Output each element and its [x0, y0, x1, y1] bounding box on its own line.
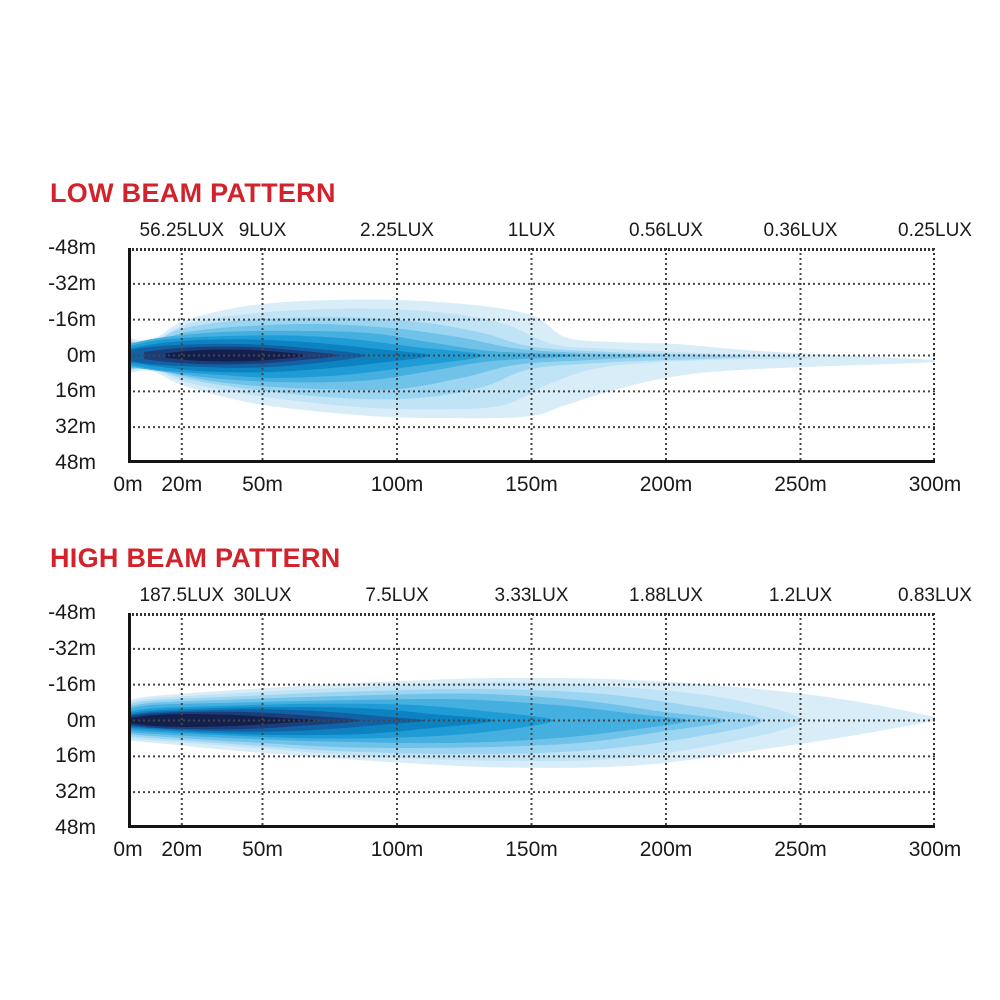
lux-label: 0.83LUX	[898, 585, 972, 606]
x-tick-label: 100m	[370, 838, 424, 861]
x-tick-label: 300m	[908, 473, 962, 496]
high-beam-section: HIGH BEAM PATTERN 187.5LUX 30LUX 7.5LUX 3.3…	[0, 365, 1000, 885]
lux-label: 56.25LUX	[139, 220, 225, 241]
lux-label: 7.5LUX	[365, 585, 429, 606]
y-tick-label: 32m	[55, 415, 96, 439]
x-tick-label: 50m	[242, 473, 283, 496]
lux-label: 2.25LUX	[360, 220, 434, 241]
lux-label: 1.2LUX	[768, 585, 833, 606]
x-tick-label: 250m	[774, 838, 827, 861]
lux-label: 187.5LUX	[139, 585, 225, 606]
x-tick-label: 0m	[113, 838, 143, 861]
x-tick-label: 0m	[113, 473, 143, 496]
x-tick-label: 200m	[639, 473, 693, 496]
lux-label: 3.33LUX	[494, 585, 569, 606]
x-tick-label: 50m	[242, 838, 283, 861]
y-tick-label: -48m	[48, 601, 96, 624]
y-tick-label: -32m	[48, 271, 96, 295]
x-tick-label: 300m	[908, 838, 962, 861]
y-tick-label: 16m	[55, 379, 96, 403]
lux-label: 9LUX	[238, 220, 287, 241]
y-tick-label: -16m	[48, 307, 96, 331]
low-beam-section: LOW BEAM PATTERN 56.25LUX 9LUX 2.25LUX 1LUX…	[48, 178, 972, 496]
y-tick-label: -16m	[48, 672, 96, 696]
low-beam-plot	[128, 248, 935, 463]
y-tick-label: 16m	[55, 744, 96, 768]
beam-plot-svg	[128, 248, 935, 463]
x-tick-label: 200m	[639, 838, 693, 861]
lux-label: 0.25LUX	[898, 220, 972, 241]
y-tick-label: 48m	[55, 451, 96, 474]
x-tick-label: 250m	[774, 473, 827, 496]
y-tick-label: 32m	[55, 780, 96, 804]
x-tick-label: 100m	[370, 473, 424, 496]
lux-label: 0.36LUX	[763, 220, 838, 241]
high-beam-plot	[128, 613, 935, 828]
high-beam-title: HIGH BEAM PATTERN	[50, 543, 341, 574]
x-tick-label: 150m	[505, 473, 558, 496]
y-tick-label: 48m	[55, 816, 96, 839]
lux-label: 30LUX	[233, 585, 292, 606]
beam-plot-svg	[128, 613, 935, 828]
y-tick-label: -32m	[48, 636, 96, 660]
lux-label: 0.56LUX	[629, 220, 703, 241]
lux-label: 1LUX	[507, 220, 556, 241]
y-tick-label: -48m	[48, 236, 96, 259]
x-tick-label: 20m	[161, 838, 203, 861]
lux-label: 1.88LUX	[629, 585, 703, 606]
low-beam-title: LOW BEAM PATTERN	[50, 178, 336, 209]
x-tick-label: 150m	[505, 838, 558, 861]
y-tick-label: 0m	[66, 708, 96, 732]
beam-contour	[165, 349, 306, 362]
x-tick-label: 20m	[161, 473, 203, 496]
y-tick-label: 0m	[66, 343, 96, 367]
